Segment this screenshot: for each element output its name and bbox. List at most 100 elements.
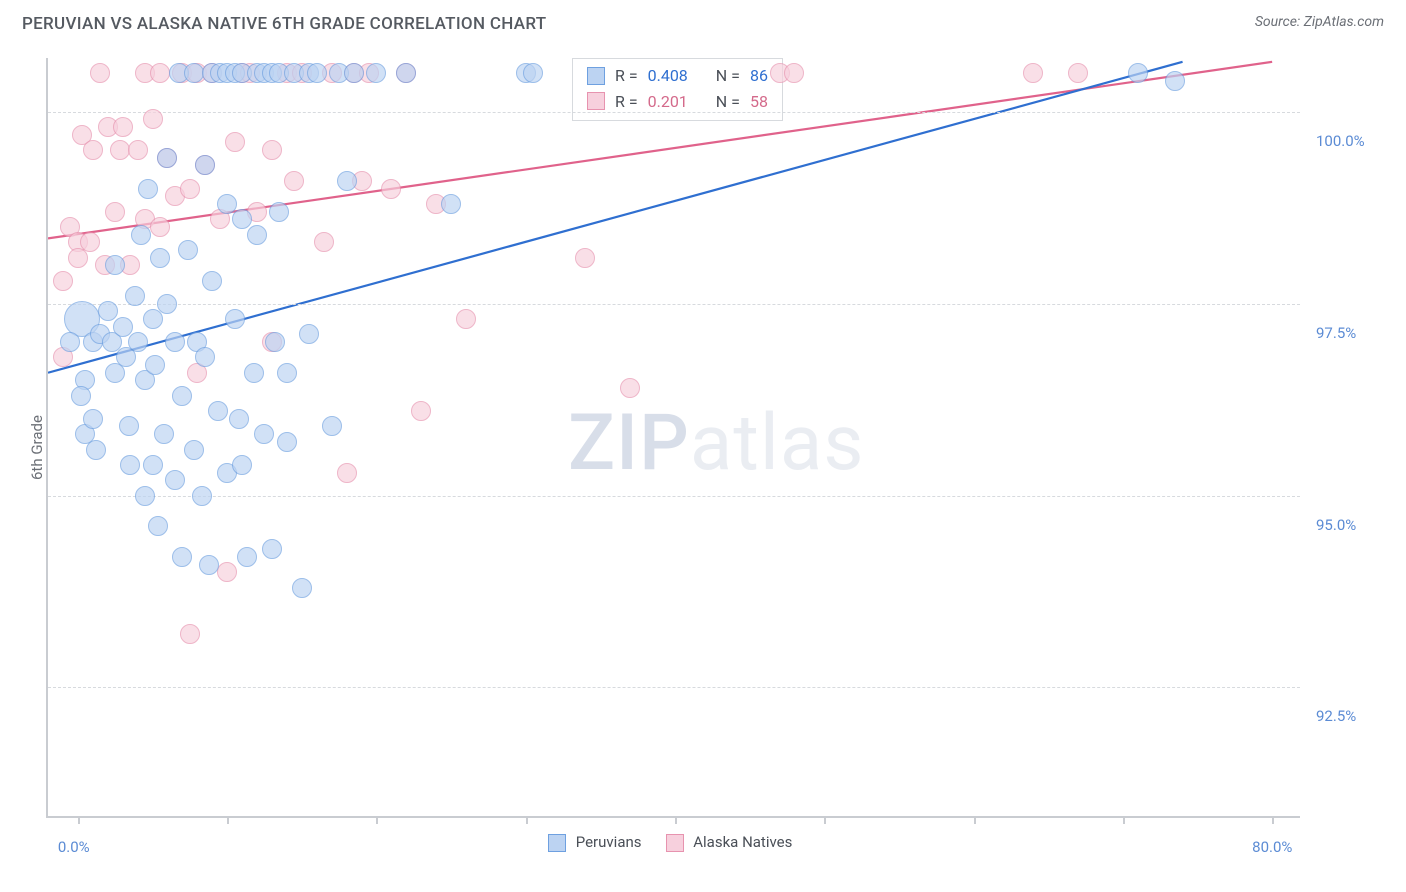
data-point-a <box>277 432 297 452</box>
data-point-a <box>138 179 158 199</box>
x-tick-label: 80.0% <box>1252 838 1292 856</box>
chart-area: ZIPatlas R =0.408N =86R =0.201N =58 100.… <box>46 58 1386 818</box>
data-point-b <box>225 132 245 152</box>
data-point-a <box>199 555 219 575</box>
data-point-a <box>105 255 125 275</box>
trendline-layer <box>48 58 1302 818</box>
data-point-a <box>192 486 212 506</box>
data-point-a <box>113 317 133 337</box>
chart-title: PERUVIAN VS ALASKA NATIVE 6TH GRADE CORR… <box>22 14 546 34</box>
legend-item-peruvians: Peruvians <box>548 833 642 852</box>
data-point-b <box>83 140 103 160</box>
stats-r-value: 0.408 <box>648 63 688 89</box>
data-point-a <box>172 547 192 567</box>
data-point-a <box>396 63 416 83</box>
data-point-a <box>262 539 282 559</box>
data-point-a <box>184 440 204 460</box>
data-point-b <box>262 140 282 160</box>
legend-item-alaska-natives: Alaska Natives <box>666 833 793 852</box>
data-point-a <box>165 332 185 352</box>
data-point-b <box>105 202 125 222</box>
stats-row-a: R = 0.408 N = 86 <box>587 63 768 89</box>
legend-label-peruvians: Peruvians <box>576 833 642 851</box>
data-point-a <box>143 309 163 329</box>
data-point-b <box>80 232 100 252</box>
data-point-a <box>299 324 319 344</box>
stats-r-label: R = <box>615 63 638 89</box>
data-point-b <box>784 63 804 83</box>
x-tick <box>824 816 826 824</box>
data-point-a <box>60 332 80 352</box>
stats-n-value: 86 <box>750 63 768 89</box>
y-tick-label: 95.0% <box>1316 516 1356 534</box>
stats-n-label: N = <box>716 63 740 89</box>
data-point-b <box>575 248 595 268</box>
plot-area: ZIPatlas R =0.408N =86R =0.201N =58 <box>46 58 1300 818</box>
stats-row-b: R =0.201N =58 <box>587 89 768 115</box>
data-point-a <box>366 63 386 83</box>
data-point-b <box>180 624 200 644</box>
x-tick <box>1123 816 1125 824</box>
data-point-a <box>254 424 274 444</box>
data-point-b <box>456 309 476 329</box>
data-point-a <box>322 416 342 436</box>
y-axis-label: 6th Grade <box>28 415 46 480</box>
data-point-b <box>381 179 401 199</box>
gridline <box>48 112 1300 113</box>
data-point-a <box>232 209 252 229</box>
data-point-b <box>337 463 357 483</box>
data-point-a <box>337 171 357 191</box>
data-point-a <box>195 347 215 367</box>
gridline <box>48 304 1300 305</box>
data-point-b <box>411 401 431 421</box>
stats-n-label: N = <box>716 89 740 115</box>
data-point-a <box>225 309 245 329</box>
data-point-a <box>154 424 174 444</box>
data-point-a <box>1165 71 1185 91</box>
legend-swatch-peruvians <box>548 834 566 852</box>
data-point-a <box>150 248 170 268</box>
data-point-a <box>244 363 264 383</box>
data-point-a <box>523 63 543 83</box>
data-point-a <box>265 332 285 352</box>
data-point-b <box>53 271 73 291</box>
watermark: ZIPatlas <box>568 398 865 489</box>
legend-label-alaska-natives: Alaska Natives <box>693 833 792 851</box>
data-point-a <box>277 363 297 383</box>
watermark-zip: ZIP <box>568 398 690 489</box>
data-point-a <box>98 301 118 321</box>
data-point-a <box>178 240 198 260</box>
y-tick-label: 100.0% <box>1316 132 1365 150</box>
legend-swatch-alaska-natives <box>666 834 684 852</box>
data-point-a <box>208 401 228 421</box>
x-tick <box>526 816 528 824</box>
y-tick-label: 97.5% <box>1316 324 1356 342</box>
data-point-a <box>307 63 327 83</box>
data-point-a <box>71 386 91 406</box>
data-point-a <box>247 225 267 245</box>
x-tick <box>675 816 677 824</box>
gridline <box>48 687 1300 688</box>
data-point-a <box>165 470 185 490</box>
data-point-a <box>83 409 103 429</box>
x-tick <box>1272 816 1274 824</box>
data-point-b <box>217 562 237 582</box>
stats-n-value: 58 <box>750 89 768 115</box>
data-point-a <box>131 225 151 245</box>
data-point-b <box>128 140 148 160</box>
data-point-a <box>195 155 215 175</box>
data-point-a <box>120 455 140 475</box>
data-point-a <box>148 516 168 536</box>
data-point-a <box>202 271 222 291</box>
data-point-a <box>1128 63 1148 83</box>
data-point-a <box>119 416 139 436</box>
data-point-b <box>620 378 640 398</box>
x-tick <box>227 816 229 824</box>
data-point-b <box>1023 63 1043 83</box>
data-point-a <box>157 148 177 168</box>
data-point-a <box>269 202 289 222</box>
data-point-b <box>1068 63 1088 83</box>
data-point-a <box>441 194 461 214</box>
data-point-a <box>237 547 257 567</box>
data-point-a <box>292 578 312 598</box>
